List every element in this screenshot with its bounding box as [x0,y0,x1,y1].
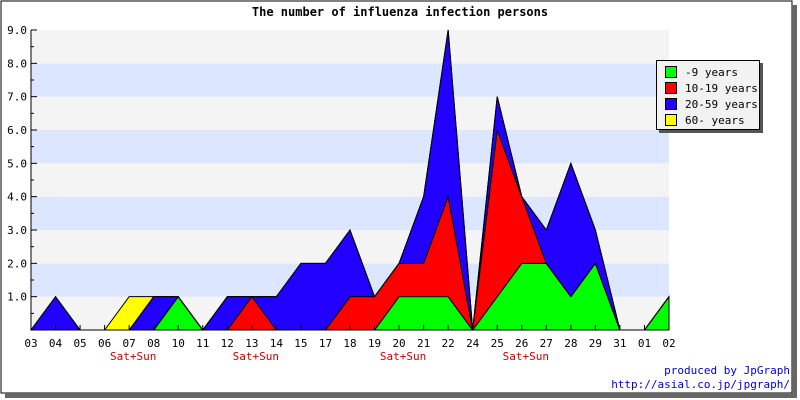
x-tick-label: 13 [245,337,258,350]
area-series-3 [30,29,670,331]
legend-item-1: 10-19 years [665,81,758,95]
x-tick-label: 06 [98,337,111,350]
x-tick-label: 31 [613,337,626,350]
weekend-labels: Sat+Sun Sat+Sun Sat+Sun Sat+Sun [110,350,549,363]
weekend-label: Sat+Sun [503,350,549,363]
weekend-label: Sat+Sun [380,350,426,363]
x-tick-label: 15 [294,337,307,350]
x-tick-label: 17 [319,337,332,350]
legend-swatch [665,82,677,94]
x-tick-label: 24 [466,337,480,350]
x-tick-label: 03 [24,337,37,350]
y-tick-label: 3.0 [7,224,27,237]
x-tick-label: 04 [49,337,63,350]
legend-label: 10-19 years [685,81,758,95]
legend-swatch [665,66,677,78]
x-tick-label: 10 [172,337,185,350]
chart-title: The number of influenza infection person… [252,5,548,19]
y-tick-labels: 1.0 2.0 3.0 4.0 5.0 6.0 7.0 8.0 9.0 [7,24,27,304]
x-tick-label: 22 [442,337,455,350]
y-tick-label: 2.0 [7,257,27,270]
y-tick-label: 1.0 [7,291,27,304]
x-tick-label: 01 [638,337,651,350]
weekend-label: Sat+Sun [110,350,156,363]
x-tick-label: 19 [368,337,381,350]
y-tick-label: 9.0 [7,24,27,37]
legend-label: -9 years [685,65,738,79]
x-tick-label: 14 [270,337,284,350]
x-tick-label: 25 [491,337,504,350]
x-tick-label: 12 [221,337,234,350]
x-tick-label: 18 [343,337,356,350]
legend-swatch [665,114,677,126]
x-tick-label: 27 [540,337,553,350]
legend: -9 years 10-19 years 20-59 years 60- yea… [656,60,760,130]
credit-line-1: produced by JpGraph [664,364,790,377]
x-tick-label: 28 [564,337,577,350]
y-tick-label: 8.0 [7,57,27,70]
y-tick-label: 6.0 [7,124,27,137]
legend-item-2: 20-59 years [665,97,758,111]
x-tick-label: 26 [515,337,528,350]
axes [30,29,670,331]
x-tick-label: 20 [392,337,405,350]
grid-band [31,130,669,164]
legend-label: 20-59 years [685,97,758,111]
x-tick-label: 08 [147,337,160,350]
x-tick-label: 05 [73,337,86,350]
x-tick-label: 21 [417,337,430,350]
x-tick-label: 07 [123,337,136,350]
weekend-label: Sat+Sun [233,350,279,363]
x-tick-label: 02 [662,337,675,350]
x-tick-label: 11 [196,337,209,350]
legend-item-3: 60- years [665,113,745,127]
legend-label: 60- years [685,113,745,127]
credit-link[interactable]: http://asial.co.jp/jpgraph/ [611,378,790,391]
y-tick-label: 5.0 [7,157,27,170]
grid-band [31,96,669,130]
x-tick-labels: 03 04 05 06 07 08 10 11 12 13 14 15 17 18 19 20 21 22 24 25… [24,337,675,350]
y-tick-label: 7.0 [7,91,27,104]
x-tick-label: 29 [589,337,602,350]
grid-band [31,63,669,97]
legend-swatch [665,98,677,110]
legend-item-0: -9 years [665,65,738,79]
grid-band [31,30,669,64]
y-tick-label: 4.0 [7,191,27,204]
